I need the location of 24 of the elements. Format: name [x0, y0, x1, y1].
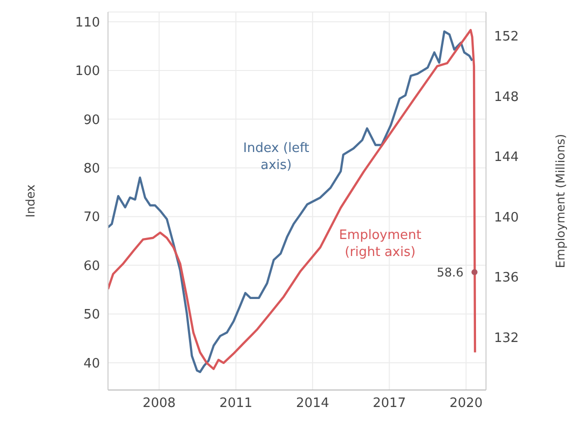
y-tick-label: 100 [75, 64, 100, 80]
x-tick-label: 2014 [296, 396, 330, 412]
x-tick-label: 2011 [219, 396, 252, 412]
y-tick-label: 60 [83, 258, 100, 274]
x-tick-label: 2017 [372, 396, 406, 412]
y-tick-label: 70 [83, 210, 100, 226]
series-label: Index (left axis) [243, 140, 310, 173]
y2-tick-label: 132 [494, 330, 519, 346]
y2-tick-label: 148 [494, 90, 519, 105]
y-tick-label: 40 [83, 356, 100, 372]
annotation: 58.6 [436, 265, 464, 280]
y2-tick-label: 140 [494, 210, 519, 226]
y2-tick-label: 144 [494, 150, 519, 166]
x-tick-label: 2008 [142, 396, 176, 412]
y-tick-label: 90 [83, 112, 100, 128]
y-axis-title: Index [23, 184, 38, 218]
series-label: Employment (right axis) [338, 228, 422, 260]
y2-axis-title: Employment (Millions) [553, 134, 568, 268]
y-tick-label: 110 [75, 15, 100, 30]
y-tick-label: 50 [83, 308, 100, 323]
y2-tick-label: 136 [494, 270, 519, 286]
y2-tick-label: 152 [494, 30, 519, 45]
x-tick-label: 2020 [450, 396, 483, 412]
y-tick-label: 80 [83, 161, 100, 176]
